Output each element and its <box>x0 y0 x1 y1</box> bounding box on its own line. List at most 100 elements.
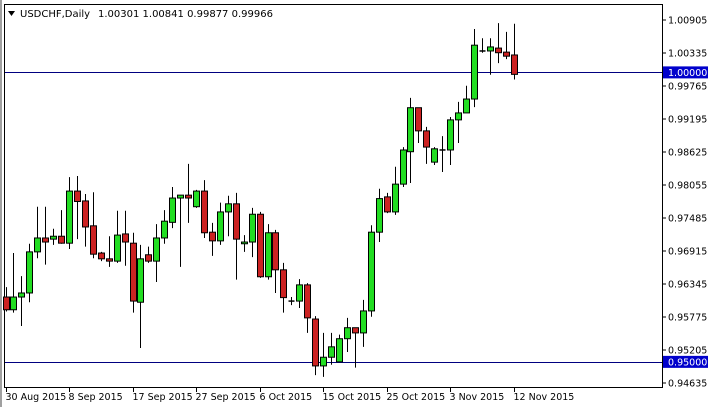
candle <box>257 211 264 278</box>
candle <box>431 147 438 166</box>
time-tick-label: 25 Oct 2015 <box>387 392 446 403</box>
candle <box>376 188 383 243</box>
candle <box>336 334 343 363</box>
candle-body-bear <box>106 258 113 262</box>
candle-body-bear <box>280 269 287 299</box>
candle <box>10 253 17 313</box>
candle <box>352 327 359 368</box>
candle-body-bull <box>368 231 375 312</box>
candle-body-bear <box>74 190 81 203</box>
price-tick-label: 0.96345 <box>668 280 707 291</box>
candle <box>400 147 407 188</box>
price-line-label-bg <box>663 66 708 79</box>
candle <box>233 192 240 280</box>
candle <box>487 38 494 75</box>
time-tick-label: 8 Sep 2015 <box>69 392 123 403</box>
candle-body-bear <box>384 196 391 213</box>
candle-body-bull <box>336 338 343 363</box>
time-tick-label: 6 Oct 2015 <box>260 392 313 403</box>
candle-body-bear <box>90 225 97 255</box>
time-axis: 30 Aug 2015 8 Sep 2015 17 Sep 2015 27 Sep 2… <box>6 387 575 403</box>
candle-body-bear <box>503 51 510 57</box>
candle <box>455 101 462 144</box>
candle-body-bear <box>185 194 192 199</box>
candle-body-bull <box>114 234 121 262</box>
candle-body-bear <box>3 296 10 311</box>
candle <box>511 23 518 80</box>
candle-body-bull <box>320 356 327 367</box>
time-tick-label: 12 Nov 2015 <box>514 392 575 403</box>
price-axis: 1.00905 1.00335 0.99765 0.99195 0.98625 0.980… <box>662 16 708 390</box>
candle <box>114 210 121 263</box>
candle-body-bear <box>122 233 129 243</box>
candle <box>137 244 144 348</box>
candle-body-bull <box>447 119 454 151</box>
candle <box>34 206 41 259</box>
ohlc-readout: 1.00301 1.00841 0.99877 0.99966 <box>98 9 273 20</box>
price-tick-label: 0.95205 <box>668 346 707 357</box>
candle <box>177 194 184 267</box>
price-tick-label: 0.98625 <box>668 148 707 159</box>
price-tick-label: 0.99195 <box>668 115 707 126</box>
price-line-label: 1.00000 <box>668 68 707 79</box>
candle <box>185 163 192 223</box>
candle <box>193 189 200 208</box>
candle <box>161 210 168 244</box>
candle-body-bear <box>495 47 502 54</box>
candle-body-bear <box>423 130 430 148</box>
candle-body-bear <box>272 232 279 271</box>
candle-body-bull <box>26 251 33 294</box>
window-left-edge <box>0 0 2 407</box>
candle <box>495 23 502 64</box>
candle <box>265 224 272 280</box>
candle <box>169 187 176 229</box>
candle-body-bull <box>328 346 335 358</box>
candle <box>447 116 454 166</box>
candle <box>280 262 287 313</box>
candle-body-bull <box>463 98 470 114</box>
candle <box>463 85 470 114</box>
price-line-label: 0.95000 <box>668 357 707 368</box>
candle-body-bull <box>169 197 176 223</box>
time-tick-label: 27 Sep 2015 <box>196 392 256 403</box>
candle-body-bull <box>66 190 73 244</box>
candle-body-bull <box>177 194 184 199</box>
price-tick-label: 0.97485 <box>668 214 707 225</box>
candle <box>288 297 295 306</box>
candle <box>296 279 303 309</box>
candle <box>407 97 414 183</box>
symbol-timeframe: USDCHF,Daily <box>20 9 90 20</box>
candle-body-bear <box>145 254 152 262</box>
candle-body-bull <box>360 310 367 334</box>
candle <box>82 193 89 247</box>
price-tick-label: 0.99765 <box>668 82 707 93</box>
candles <box>3 23 518 377</box>
candle <box>225 195 232 237</box>
candle <box>74 176 81 240</box>
candle-body-bear <box>130 242 137 302</box>
candle <box>415 107 422 144</box>
candle-body-bear <box>233 203 240 240</box>
candle <box>106 236 113 267</box>
candle-body-bear <box>82 200 89 228</box>
candle-body-bull <box>217 211 224 242</box>
candle-body-bear <box>312 318 319 367</box>
candle-body-bear <box>98 252 105 260</box>
candle <box>42 206 49 265</box>
candle-body-bear <box>58 235 65 244</box>
candle <box>368 225 375 317</box>
candle-body-bull <box>137 258 144 303</box>
candle-body-bull <box>249 213 256 243</box>
candle-body-bear <box>201 190 208 234</box>
price-tick-label: 0.95775 <box>668 313 707 324</box>
time-tick-label: 15 Oct 2015 <box>323 392 382 403</box>
candle-body-bear <box>42 237 49 243</box>
candle <box>209 222 216 256</box>
candle <box>479 38 486 53</box>
price-tick-label: 1.00905 <box>668 16 707 27</box>
dropdown-triangle-icon[interactable] <box>8 11 15 16</box>
candle <box>503 31 510 60</box>
candle <box>122 210 129 266</box>
